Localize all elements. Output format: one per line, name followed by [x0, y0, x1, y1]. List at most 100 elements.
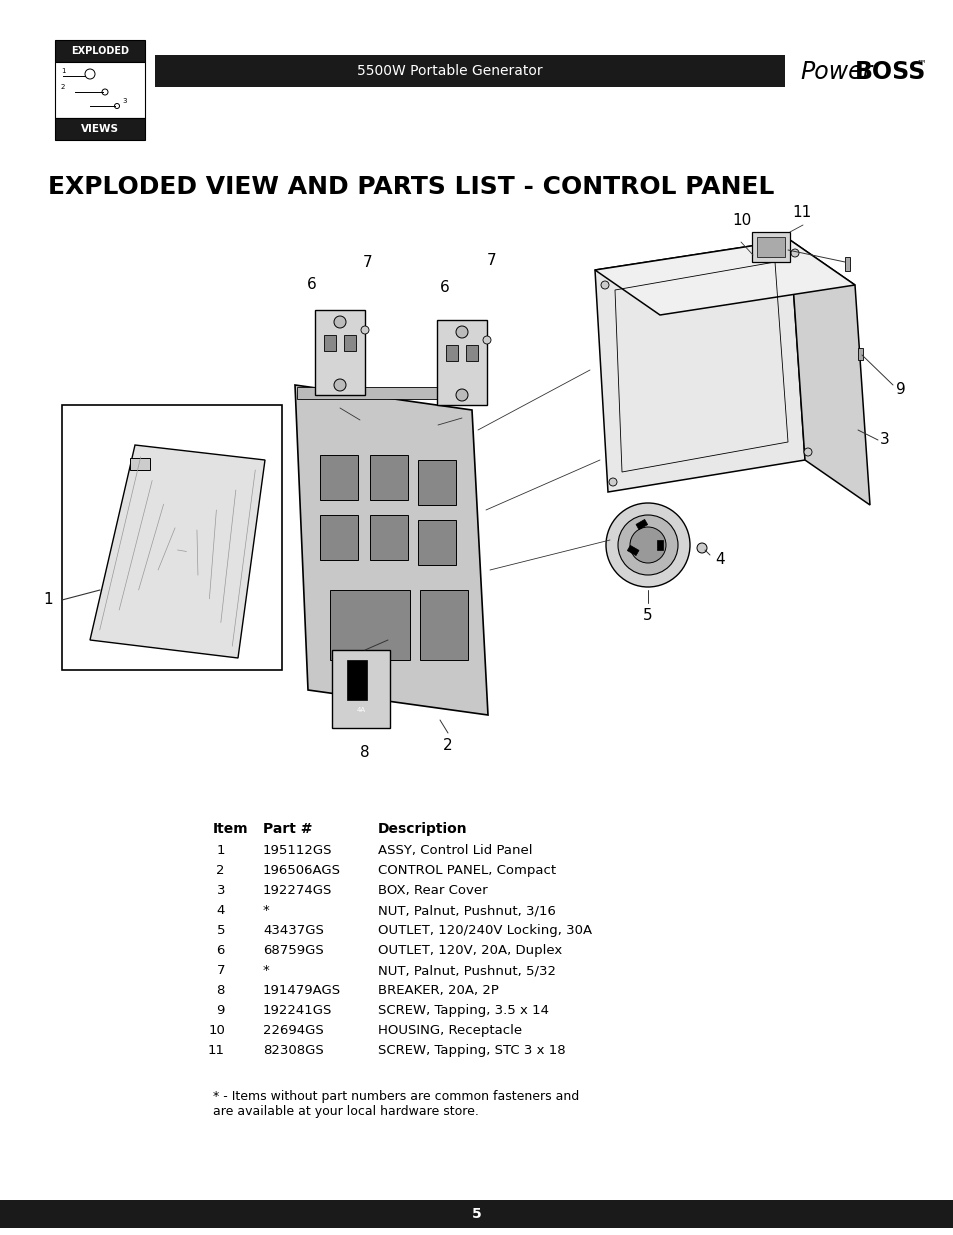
Text: 5: 5 — [472, 1207, 481, 1221]
Text: 43437GS: 43437GS — [263, 924, 323, 937]
Text: 9: 9 — [895, 383, 904, 398]
Text: ™: ™ — [916, 58, 925, 68]
Bar — [332, 650, 390, 727]
Bar — [347, 659, 367, 700]
Text: OUTLET, 120/240V Locking, 30A: OUTLET, 120/240V Locking, 30A — [377, 924, 592, 937]
Bar — [844, 257, 849, 270]
Bar — [296, 387, 470, 399]
Text: 11: 11 — [792, 205, 811, 220]
Circle shape — [790, 249, 799, 257]
Text: 6: 6 — [307, 277, 316, 291]
Polygon shape — [789, 240, 869, 505]
Text: *: * — [263, 904, 270, 918]
Bar — [636, 520, 647, 530]
Text: 1: 1 — [43, 593, 52, 608]
Text: HOUSING, Receptacle: HOUSING, Receptacle — [377, 1024, 521, 1037]
Polygon shape — [90, 445, 265, 658]
Circle shape — [618, 515, 678, 576]
Bar — [465, 345, 477, 361]
Text: 68759GS: 68759GS — [263, 944, 323, 957]
Text: 1: 1 — [61, 68, 66, 74]
Bar — [130, 458, 150, 471]
Text: ASSY, Control Lid Panel: ASSY, Control Lid Panel — [377, 844, 532, 857]
Text: 6: 6 — [216, 944, 225, 957]
Circle shape — [456, 389, 468, 401]
Text: EXPLODED: EXPLODED — [71, 46, 129, 56]
Text: 7: 7 — [216, 965, 225, 977]
Text: 2: 2 — [61, 84, 66, 90]
Bar — [446, 345, 457, 361]
Circle shape — [605, 503, 689, 587]
Text: Part #: Part # — [263, 823, 313, 836]
Text: 7: 7 — [487, 253, 497, 268]
Text: 3: 3 — [879, 432, 889, 447]
Circle shape — [608, 478, 617, 487]
Bar — [0, 1200, 953, 1228]
Text: NUT, Palnut, Pushnut, 5/32: NUT, Palnut, Pushnut, 5/32 — [377, 965, 556, 977]
Text: BOX, Rear Cover: BOX, Rear Cover — [377, 884, 487, 897]
Circle shape — [697, 543, 706, 553]
Text: 2: 2 — [216, 864, 225, 877]
Bar — [344, 335, 355, 351]
Text: 8: 8 — [360, 745, 370, 760]
Bar — [857, 348, 862, 359]
Polygon shape — [595, 240, 804, 492]
Text: OUTLET, 120V, 20A, Duplex: OUTLET, 120V, 20A, Duplex — [377, 944, 561, 957]
Bar — [419, 590, 468, 659]
Text: 10: 10 — [208, 1024, 225, 1037]
Text: 195112GS: 195112GS — [263, 844, 333, 857]
Text: 1: 1 — [216, 844, 225, 857]
Text: 192274GS: 192274GS — [263, 884, 332, 897]
Circle shape — [600, 282, 608, 289]
Text: 3: 3 — [122, 98, 127, 104]
Text: 5: 5 — [642, 608, 652, 622]
Bar — [757, 237, 784, 257]
Bar — [314, 310, 365, 395]
Text: NUT, Palnut, Pushnut, 3/16: NUT, Palnut, Pushnut, 3/16 — [377, 904, 556, 918]
Text: SCREW, Tapping, STC 3 x 18: SCREW, Tapping, STC 3 x 18 — [377, 1044, 565, 1057]
Text: * - Items without part numbers are common fasteners and
are available at your lo: * - Items without part numbers are commo… — [213, 1091, 578, 1118]
Text: VIEWS: VIEWS — [81, 124, 119, 135]
Text: 4: 4 — [216, 904, 225, 918]
Circle shape — [482, 336, 491, 345]
Text: 11: 11 — [208, 1044, 225, 1057]
Text: 8: 8 — [216, 984, 225, 997]
Text: BOSS: BOSS — [854, 61, 925, 84]
Text: 191479AGS: 191479AGS — [263, 984, 341, 997]
Bar — [417, 520, 456, 564]
Bar — [657, 540, 662, 550]
Bar — [370, 515, 408, 559]
Circle shape — [629, 527, 665, 563]
Text: Description: Description — [377, 823, 467, 836]
Bar — [319, 515, 357, 559]
Text: 7: 7 — [363, 254, 373, 270]
Text: BREAKER, 20A, 2P: BREAKER, 20A, 2P — [377, 984, 498, 997]
Circle shape — [360, 326, 369, 333]
Text: 4: 4 — [714, 552, 724, 568]
Bar — [627, 546, 639, 556]
Text: EXPLODED VIEW AND PARTS LIST - CONTROL PANEL: EXPLODED VIEW AND PARTS LIST - CONTROL P… — [48, 175, 774, 199]
Text: 4A: 4A — [356, 706, 365, 713]
Bar — [55, 62, 145, 119]
Circle shape — [803, 448, 811, 456]
Bar — [62, 405, 282, 671]
Text: 10: 10 — [732, 212, 751, 228]
Text: 2: 2 — [443, 739, 453, 753]
Bar — [330, 590, 410, 659]
Text: 3: 3 — [216, 884, 225, 897]
Bar — [436, 320, 486, 405]
Bar — [319, 454, 357, 500]
Circle shape — [334, 379, 346, 391]
Text: 6: 6 — [439, 280, 450, 295]
Bar — [751, 232, 789, 262]
Text: Power: Power — [800, 61, 871, 84]
Text: 192241GS: 192241GS — [263, 1004, 332, 1016]
Text: Item: Item — [213, 823, 249, 836]
Text: SCREW, Tapping, 3.5 x 14: SCREW, Tapping, 3.5 x 14 — [377, 1004, 548, 1016]
Bar — [324, 335, 335, 351]
Text: CONTROL PANEL, Compact: CONTROL PANEL, Compact — [377, 864, 556, 877]
Text: 196506AGS: 196506AGS — [263, 864, 340, 877]
Polygon shape — [294, 385, 488, 715]
Text: 82308GS: 82308GS — [263, 1044, 323, 1057]
Polygon shape — [595, 240, 854, 315]
